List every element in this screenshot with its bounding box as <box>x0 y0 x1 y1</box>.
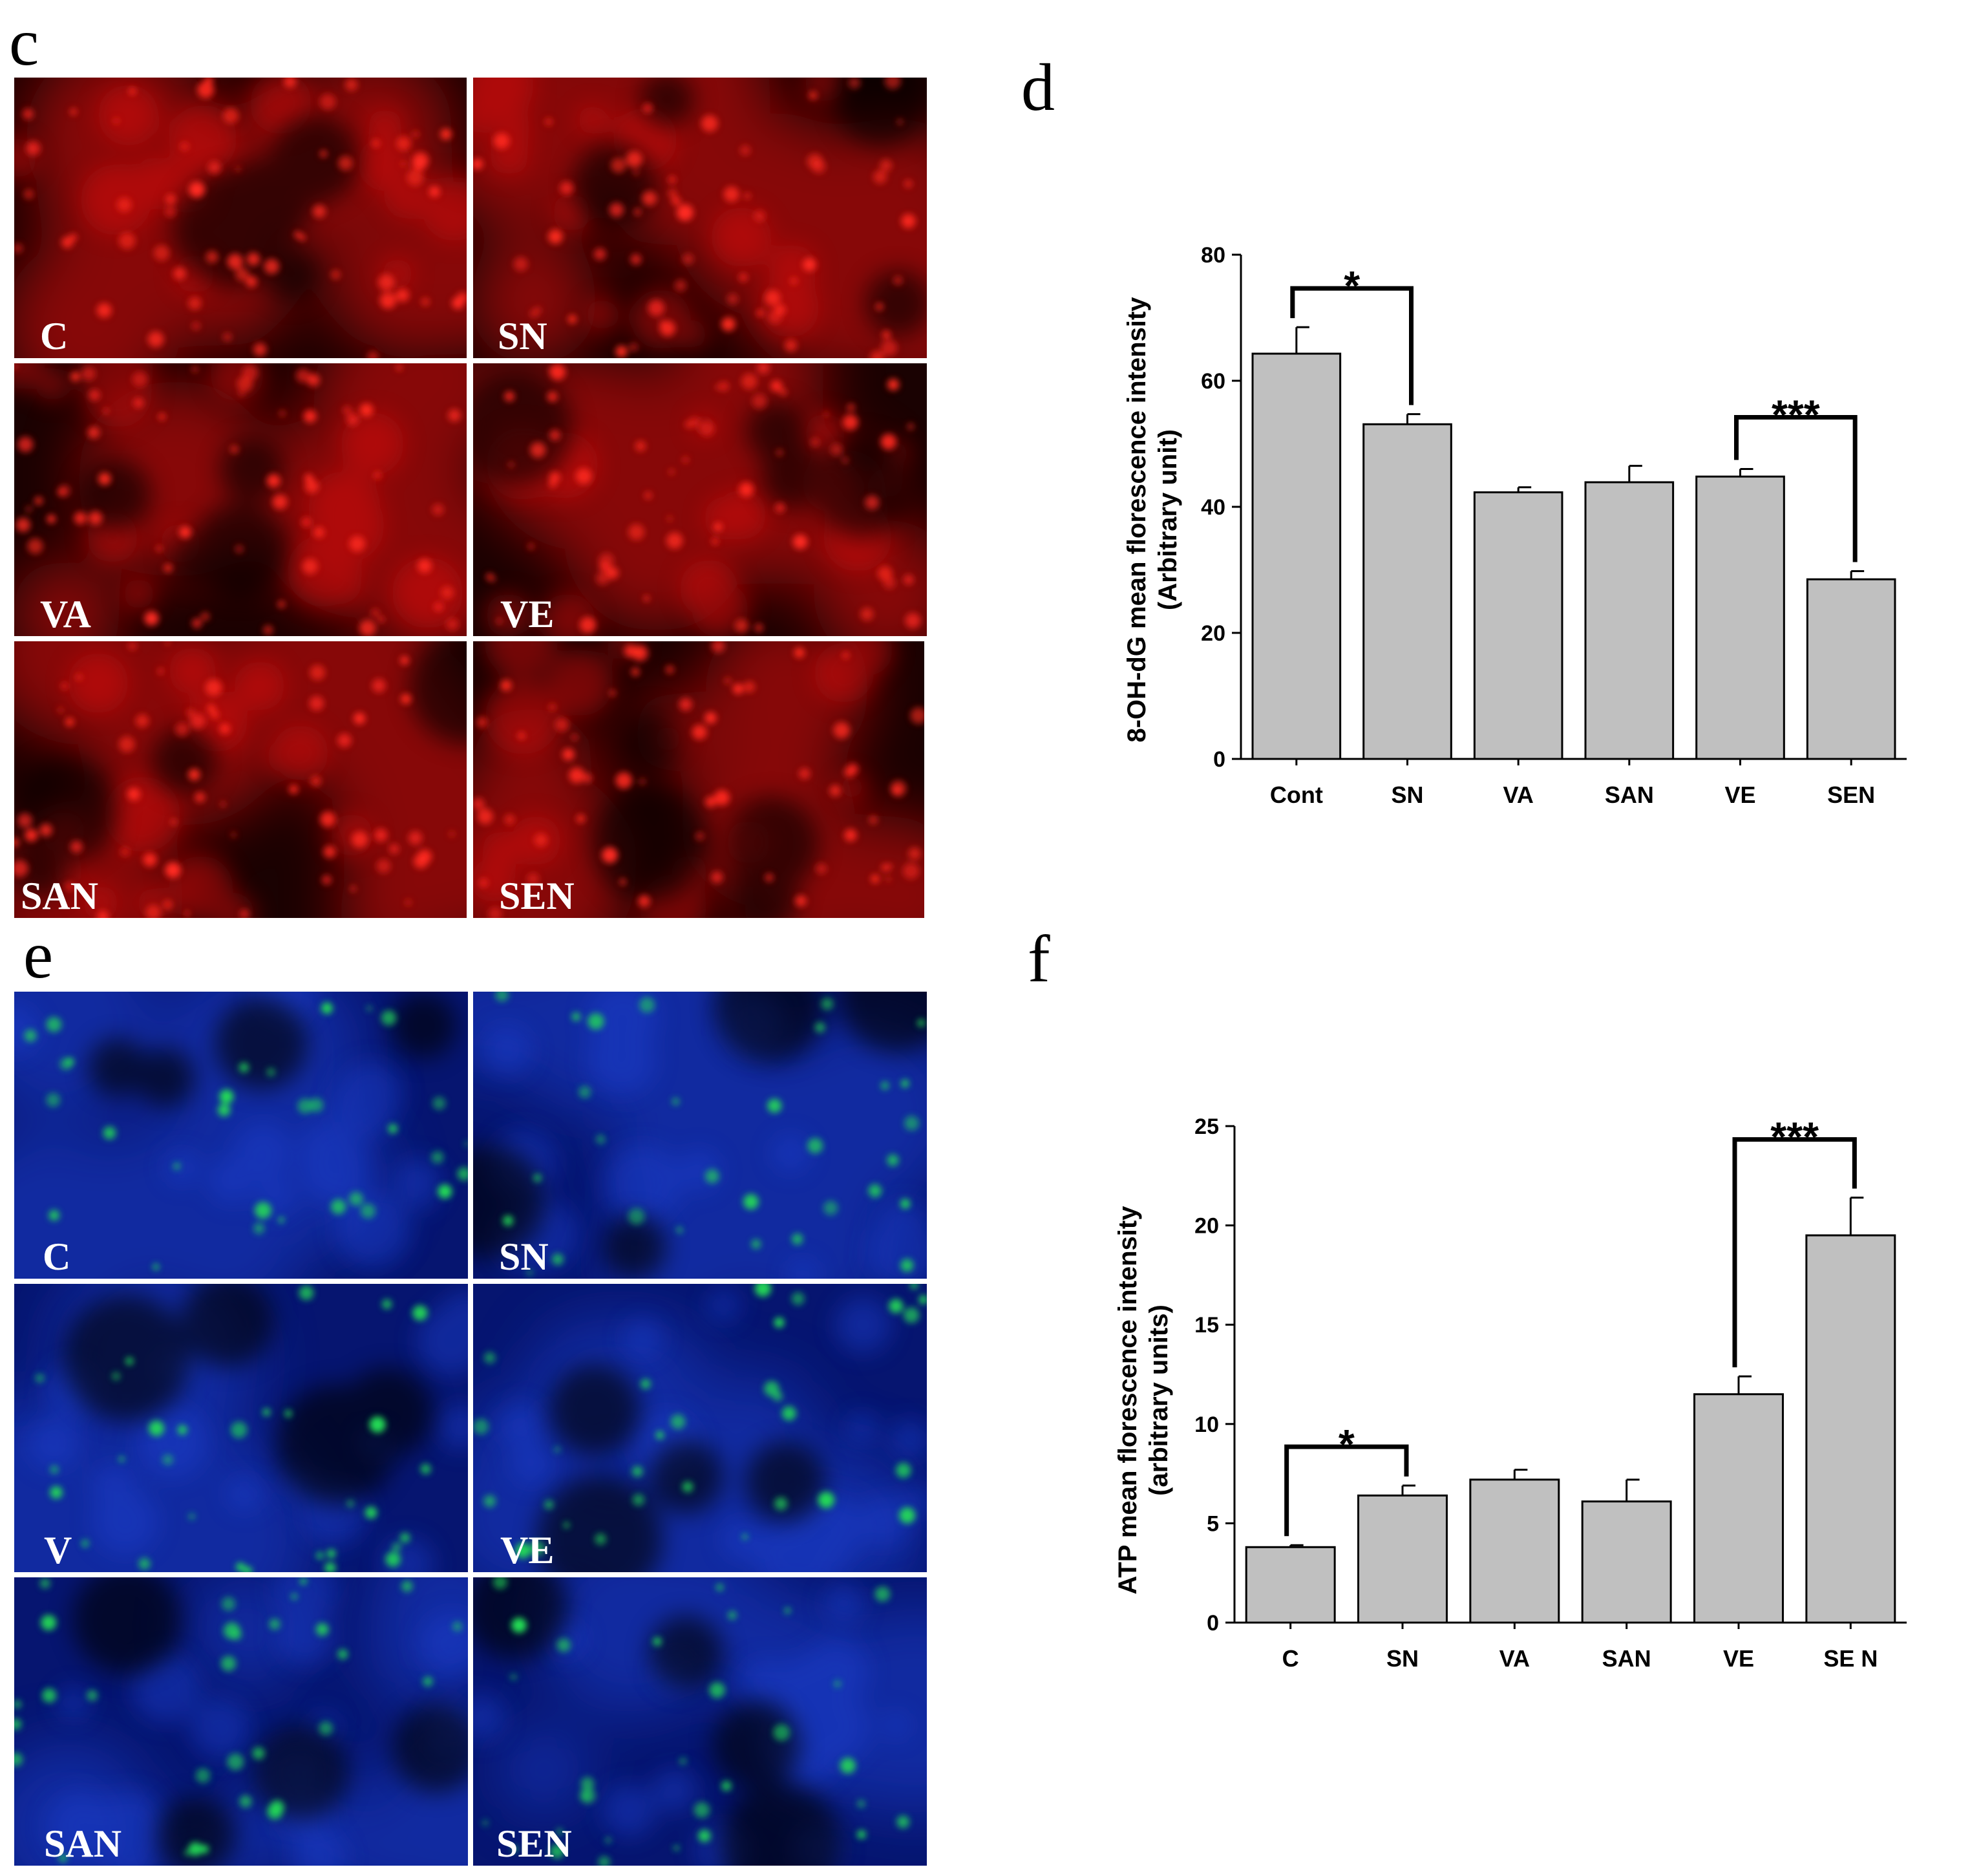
x-tick-label: VA <box>1503 782 1533 808</box>
micrograph-label-c-6: SEN <box>499 875 575 917</box>
x-tick-label: SN <box>1386 1645 1419 1672</box>
y-tick-label: 5 <box>1207 1511 1219 1536</box>
y-tick-label: 0 <box>1207 1611 1219 1636</box>
bar-san <box>1584 481 1675 760</box>
micrograph-c-5: SAN <box>14 641 467 918</box>
x-tick-label: SAN <box>1605 782 1654 808</box>
y-tick-label: 0 <box>1213 747 1225 772</box>
bar-sn <box>1362 423 1452 760</box>
bar-ve <box>1695 475 1785 760</box>
bar-sen <box>1805 1234 1896 1624</box>
significance-label: *** <box>1772 392 1820 438</box>
micrograph-label-c-2: SN <box>498 315 547 357</box>
y-tick-label: 10 <box>1194 1412 1219 1437</box>
bar-cont <box>1251 352 1342 760</box>
micrograph-c-3: VA <box>14 363 467 636</box>
micrograph-grid-c: C SN VA VE SAN SEN <box>14 78 927 918</box>
micrograph-c-4: VE <box>473 363 927 636</box>
micrograph-label-e-3: V <box>44 1529 72 1572</box>
x-tick-label: VE <box>1724 782 1755 808</box>
y-tick-label: 60 <box>1201 369 1225 394</box>
y-axis-title: ATP mean florescence intensity <box>1114 1206 1142 1595</box>
micrograph-label-c-3: VA <box>40 593 91 635</box>
micrograph-e-3: V <box>14 1284 468 1572</box>
x-tick-label: C <box>1282 1645 1299 1672</box>
bar-sn <box>1357 1494 1448 1624</box>
y-axis-subtitle: (arbitrary units) <box>1145 1305 1173 1496</box>
y-tick-label: 20 <box>1194 1214 1219 1239</box>
y-axis-subtitle: (Arbitrary unit) <box>1154 429 1182 610</box>
bar-va <box>1469 1478 1560 1624</box>
y-tick-label: 15 <box>1194 1313 1219 1338</box>
micrograph-e-2: SN <box>473 992 927 1279</box>
micrograph-label-e-1: C <box>43 1235 70 1278</box>
micrograph-c-6: SEN <box>473 641 924 918</box>
significance-bracket <box>1284 1444 1409 1537</box>
micrograph-label-e-5: SAN <box>44 1822 122 1865</box>
bar-san <box>1581 1500 1672 1624</box>
micrograph-label-c-4: VE <box>500 593 554 635</box>
y-tick-label: 40 <box>1201 495 1225 520</box>
significance-bracket <box>1290 286 1414 405</box>
bar-va <box>1473 491 1563 760</box>
panel-letter-e: e <box>23 918 53 992</box>
significance-bracket <box>1732 1137 1857 1368</box>
x-tick-label: Cont <box>1270 782 1323 808</box>
micrograph-c-2: SN <box>473 78 927 358</box>
significance-label: * <box>1344 262 1360 309</box>
significance-bracket <box>1734 415 1858 562</box>
y-tick-label: 25 <box>1194 1114 1219 1139</box>
y-tick-label: 80 <box>1201 243 1225 268</box>
y-tick-label: 20 <box>1201 621 1225 646</box>
micrograph-label-e-4: VE <box>500 1529 554 1572</box>
x-tick-label: VA <box>1499 1645 1530 1672</box>
micrograph-label-c-1: C <box>40 315 68 357</box>
micrograph-c-1: C <box>14 78 467 358</box>
panel-letter-c: c <box>9 5 39 80</box>
x-tick-label: SEN <box>1827 782 1875 808</box>
micrograph-e-5: SAN <box>14 1577 468 1866</box>
x-tick-label: SE N <box>1823 1645 1878 1672</box>
micrograph-label-e-2: SN <box>499 1235 549 1278</box>
panel-letter-d: d <box>1021 50 1055 125</box>
x-tick-label: VE <box>1723 1645 1754 1672</box>
significance-label: * <box>1339 1421 1355 1467</box>
bar-ve <box>1693 1393 1784 1624</box>
bar-sen <box>1806 578 1896 760</box>
x-tick-label: SN <box>1391 782 1423 808</box>
y-axis-title: 8-OH-dG mean florescence intensity <box>1123 297 1151 743</box>
x-tick-label: SAN <box>1602 1645 1651 1672</box>
micrograph-grid-e: C SN V VE SAN SEN <box>14 992 927 1866</box>
bar-c <box>1245 1546 1336 1624</box>
significance-label: *** <box>1770 1114 1819 1160</box>
micrograph-e-4: VE <box>473 1284 927 1572</box>
panel-letter-f: f <box>1028 922 1050 996</box>
micrograph-e-6: SEN <box>473 1577 927 1866</box>
micrograph-e-1: C <box>14 992 468 1279</box>
micrograph-label-c-5: SAN <box>21 875 98 917</box>
micrograph-label-e-6: SEN <box>496 1822 572 1865</box>
